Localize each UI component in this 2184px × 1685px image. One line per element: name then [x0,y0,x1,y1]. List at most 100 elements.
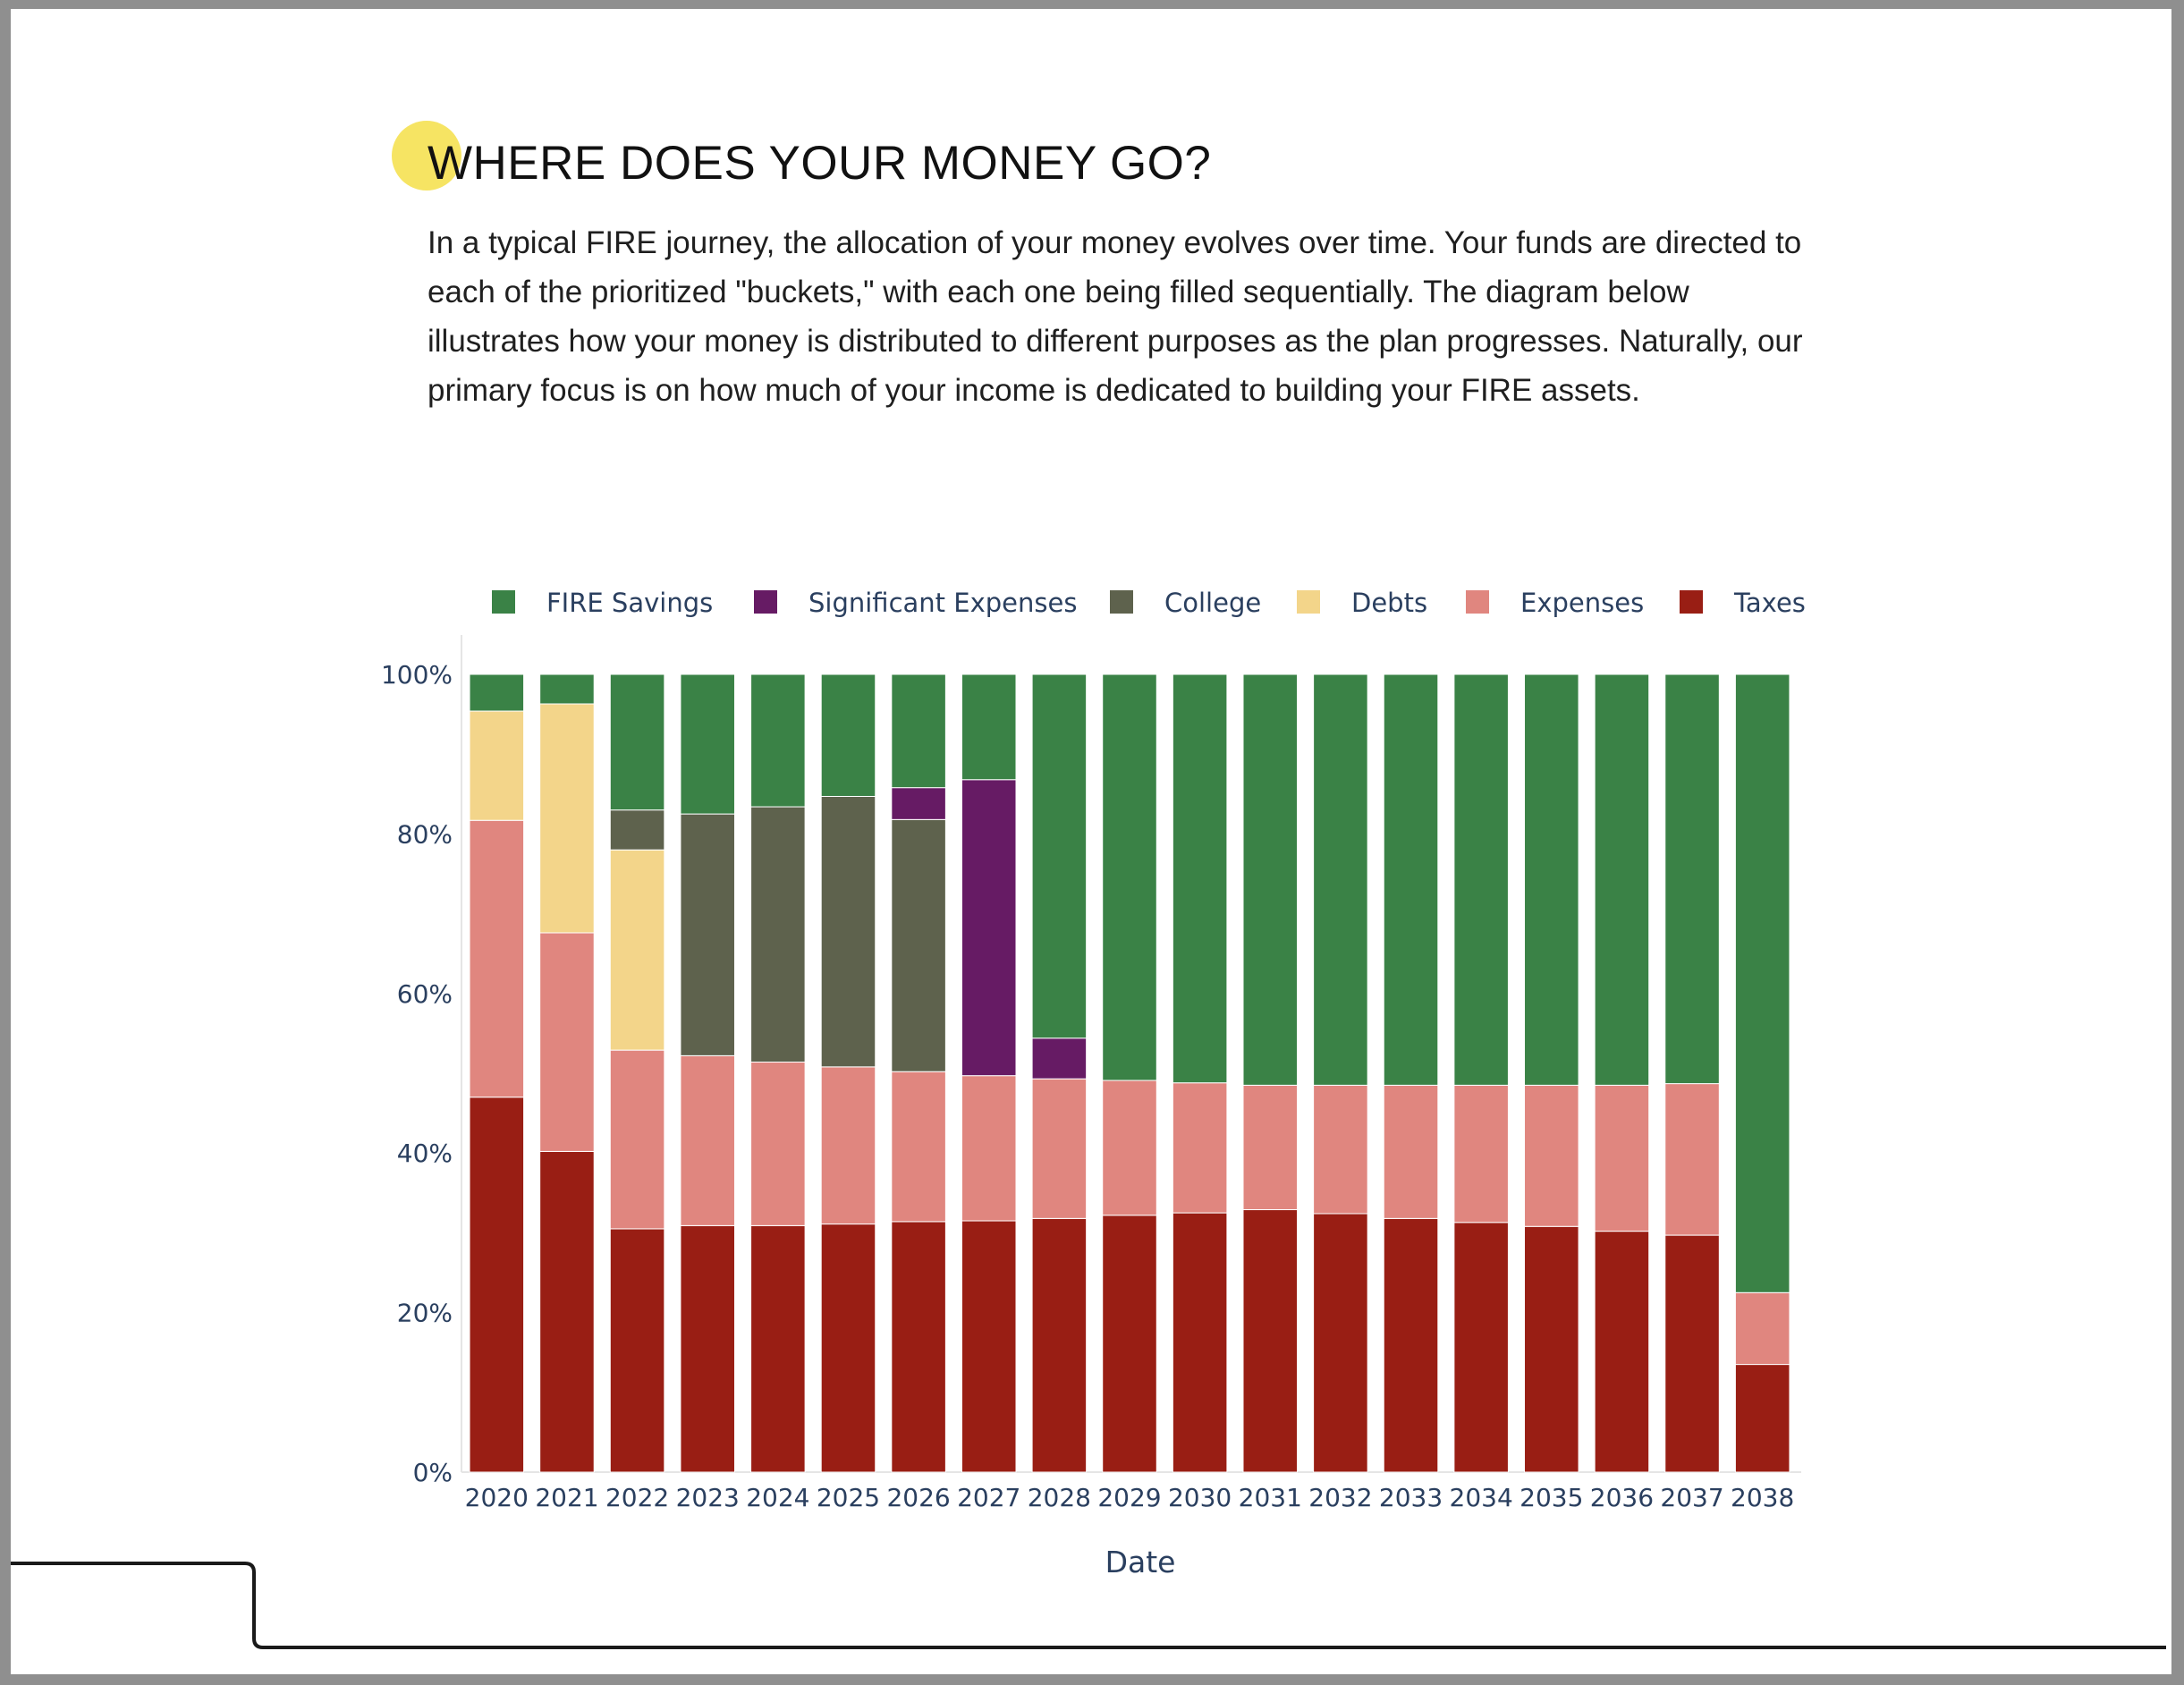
y-tick-label: 40% [397,1139,453,1168]
bar-segment[interactable] [1734,673,1790,1293]
bar-segment[interactable] [539,673,595,705]
legend-swatch[interactable] [754,590,777,614]
bar-segment[interactable] [1031,1037,1088,1080]
y-tick-label: 0% [413,1458,453,1487]
bar-segment[interactable] [891,818,946,1072]
title-accent-dot [392,121,461,191]
intro-paragraph: In a typical FIRE journey, the allocatio… [427,225,1803,408]
bar-segment[interactable] [1313,1084,1368,1215]
bar-segment[interactable] [469,819,525,1098]
legend-swatch[interactable] [1466,590,1489,614]
bar-segment[interactable] [539,932,595,1152]
bar-segment[interactable] [750,806,806,1063]
bar-segment[interactable] [1524,673,1579,1086]
bar-segment[interactable] [961,1075,1017,1222]
x-tick-label: 2038 [1731,1483,1794,1512]
bar-segment[interactable] [1172,673,1228,1084]
x-tick-label: 2036 [1590,1483,1654,1512]
bar-segment[interactable] [1734,1364,1790,1473]
bar-segment[interactable] [1172,1212,1228,1473]
bar-segment[interactable] [961,673,1017,781]
bar-segment[interactable] [820,1066,876,1225]
bar-segment[interactable] [469,1097,525,1473]
x-tick-label: 2022 [605,1483,669,1512]
bar-segment[interactable] [1031,1078,1088,1219]
y-tick-label: 80% [397,819,453,849]
bar-segment[interactable] [891,787,946,820]
bar-segment[interactable] [1594,673,1650,1086]
legend-label[interactable]: Taxes [1733,588,1806,618]
bar-segment[interactable] [1524,1225,1579,1473]
legend-label[interactable]: College [1164,588,1261,618]
page-edge-line [11,1562,2166,1649]
legend-label[interactable]: FIRE Savings [546,588,713,618]
x-tick-label: 2026 [886,1483,950,1512]
bar-segment[interactable] [891,1221,946,1473]
bar-segment[interactable] [1453,1084,1509,1224]
legend-swatch[interactable] [492,590,515,614]
bar-segment[interactable] [891,1071,946,1223]
bar-segment[interactable] [1313,673,1368,1086]
bar-segment[interactable] [680,1224,735,1473]
x-tick-label: 2021 [535,1483,598,1512]
bar-segment[interactable] [1313,1213,1368,1473]
legend-label[interactable]: Debts [1351,588,1427,618]
y-tick-label: 60% [397,979,453,1009]
x-tick-label: 2032 [1308,1483,1372,1512]
bar-segment[interactable] [820,795,876,1068]
bar-segment[interactable] [750,673,806,808]
bar-segment[interactable] [1664,673,1720,1085]
x-tick-label: 2020 [465,1483,529,1512]
x-axis-title: Date [1105,1545,1176,1579]
bar-segment[interactable] [609,673,665,811]
bar-segment[interactable] [1102,1215,1157,1473]
bar-segment[interactable] [1383,1084,1439,1219]
x-tick-label: 2028 [1028,1483,1091,1512]
legend-label[interactable]: Expenses [1520,588,1644,618]
bar-segment[interactable] [680,1054,735,1226]
bar-segment[interactable] [1031,673,1088,1039]
bar-segment[interactable] [1594,1231,1650,1473]
legend-swatch[interactable] [1297,590,1320,614]
bar-segment[interactable] [750,1224,806,1473]
x-tick-label: 2031 [1239,1483,1302,1512]
bar-segment[interactable] [1242,1209,1299,1473]
bar-segment[interactable] [539,703,595,934]
x-tick-label: 2030 [1168,1483,1232,1512]
stacked-bar-chart: 0% 20% 40% 60% 80% 100% 2020 2021 2022 2023 2024 20… [381,588,1806,1579]
bar-segment[interactable] [1453,1222,1509,1473]
bar-segment[interactable] [609,809,665,851]
bar-segment[interactable] [1524,1084,1579,1227]
x-tick-label: 2025 [817,1483,880,1512]
x-tick-label: 2034 [1450,1483,1513,1512]
bar-segment[interactable] [609,1228,665,1473]
bar-segment[interactable] [609,1049,665,1230]
legend-label[interactable]: Significant Expenses [808,588,1077,618]
bar-segment[interactable] [1383,673,1439,1086]
x-tick-label: 2024 [746,1483,809,1512]
bar-segment[interactable] [961,779,1017,1077]
legend-swatch[interactable] [1110,590,1133,614]
bar-segment[interactable] [609,849,665,1051]
bar-segment[interactable] [539,1150,595,1473]
bar-segment[interactable] [891,673,946,789]
bar-segment[interactable] [961,1220,1017,1473]
page-title: WHERE DOES YOUR MONEY GO? [427,137,1212,190]
bar-segment[interactable] [820,673,876,797]
bar-segment[interactable] [1664,1083,1720,1236]
y-tick-label: 20% [397,1299,453,1328]
y-tick-label: 100% [381,660,453,690]
bar-segment[interactable] [1383,1217,1439,1473]
bar-segment[interactable] [469,673,525,712]
bar-segment[interactable] [680,673,735,815]
bar-segment[interactable] [1242,673,1299,1086]
legend-swatch[interactable] [1680,590,1703,614]
bar-segment[interactable] [1102,673,1157,1081]
bar-segment[interactable] [750,1062,806,1226]
bar-segment[interactable] [1102,1080,1157,1216]
bar-segment[interactable] [680,813,735,1056]
bar-segment[interactable] [1664,1234,1720,1473]
report-page: WHERE DOES YOUR MONEY GO? In a typical F… [11,9,2171,1674]
x-tick-label: 2023 [676,1483,740,1512]
bar-segment[interactable] [1453,673,1509,1086]
